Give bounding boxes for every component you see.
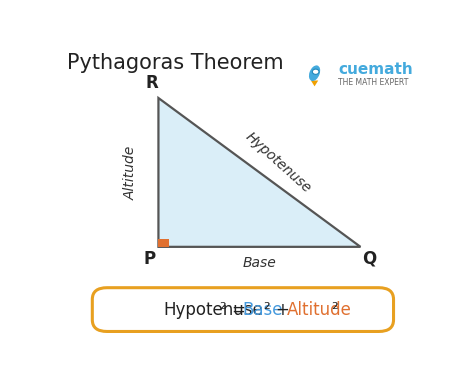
Text: Altitude: Altitude <box>287 301 351 319</box>
Text: ²: ² <box>331 301 338 319</box>
Text: Hypotenuse: Hypotenuse <box>164 301 264 319</box>
Text: P: P <box>143 249 155 268</box>
Ellipse shape <box>309 66 320 81</box>
Text: ² +: ² + <box>264 301 295 319</box>
Circle shape <box>312 69 319 74</box>
Text: R: R <box>146 74 158 92</box>
Text: Hypotenuse: Hypotenuse <box>242 129 313 195</box>
Text: Base: Base <box>243 256 276 270</box>
Text: Pythagoras Theorem: Pythagoras Theorem <box>66 53 283 73</box>
Text: ² =: ² = <box>219 301 251 319</box>
Polygon shape <box>311 80 318 86</box>
Polygon shape <box>158 98 360 247</box>
Text: Altitude: Altitude <box>124 145 138 200</box>
Bar <box>158 239 169 247</box>
Text: cuemath: cuemath <box>338 61 413 77</box>
Text: Base: Base <box>242 301 283 319</box>
Text: Q: Q <box>363 249 377 268</box>
FancyBboxPatch shape <box>92 288 393 332</box>
Text: THE MATH EXPERT: THE MATH EXPERT <box>338 78 409 86</box>
